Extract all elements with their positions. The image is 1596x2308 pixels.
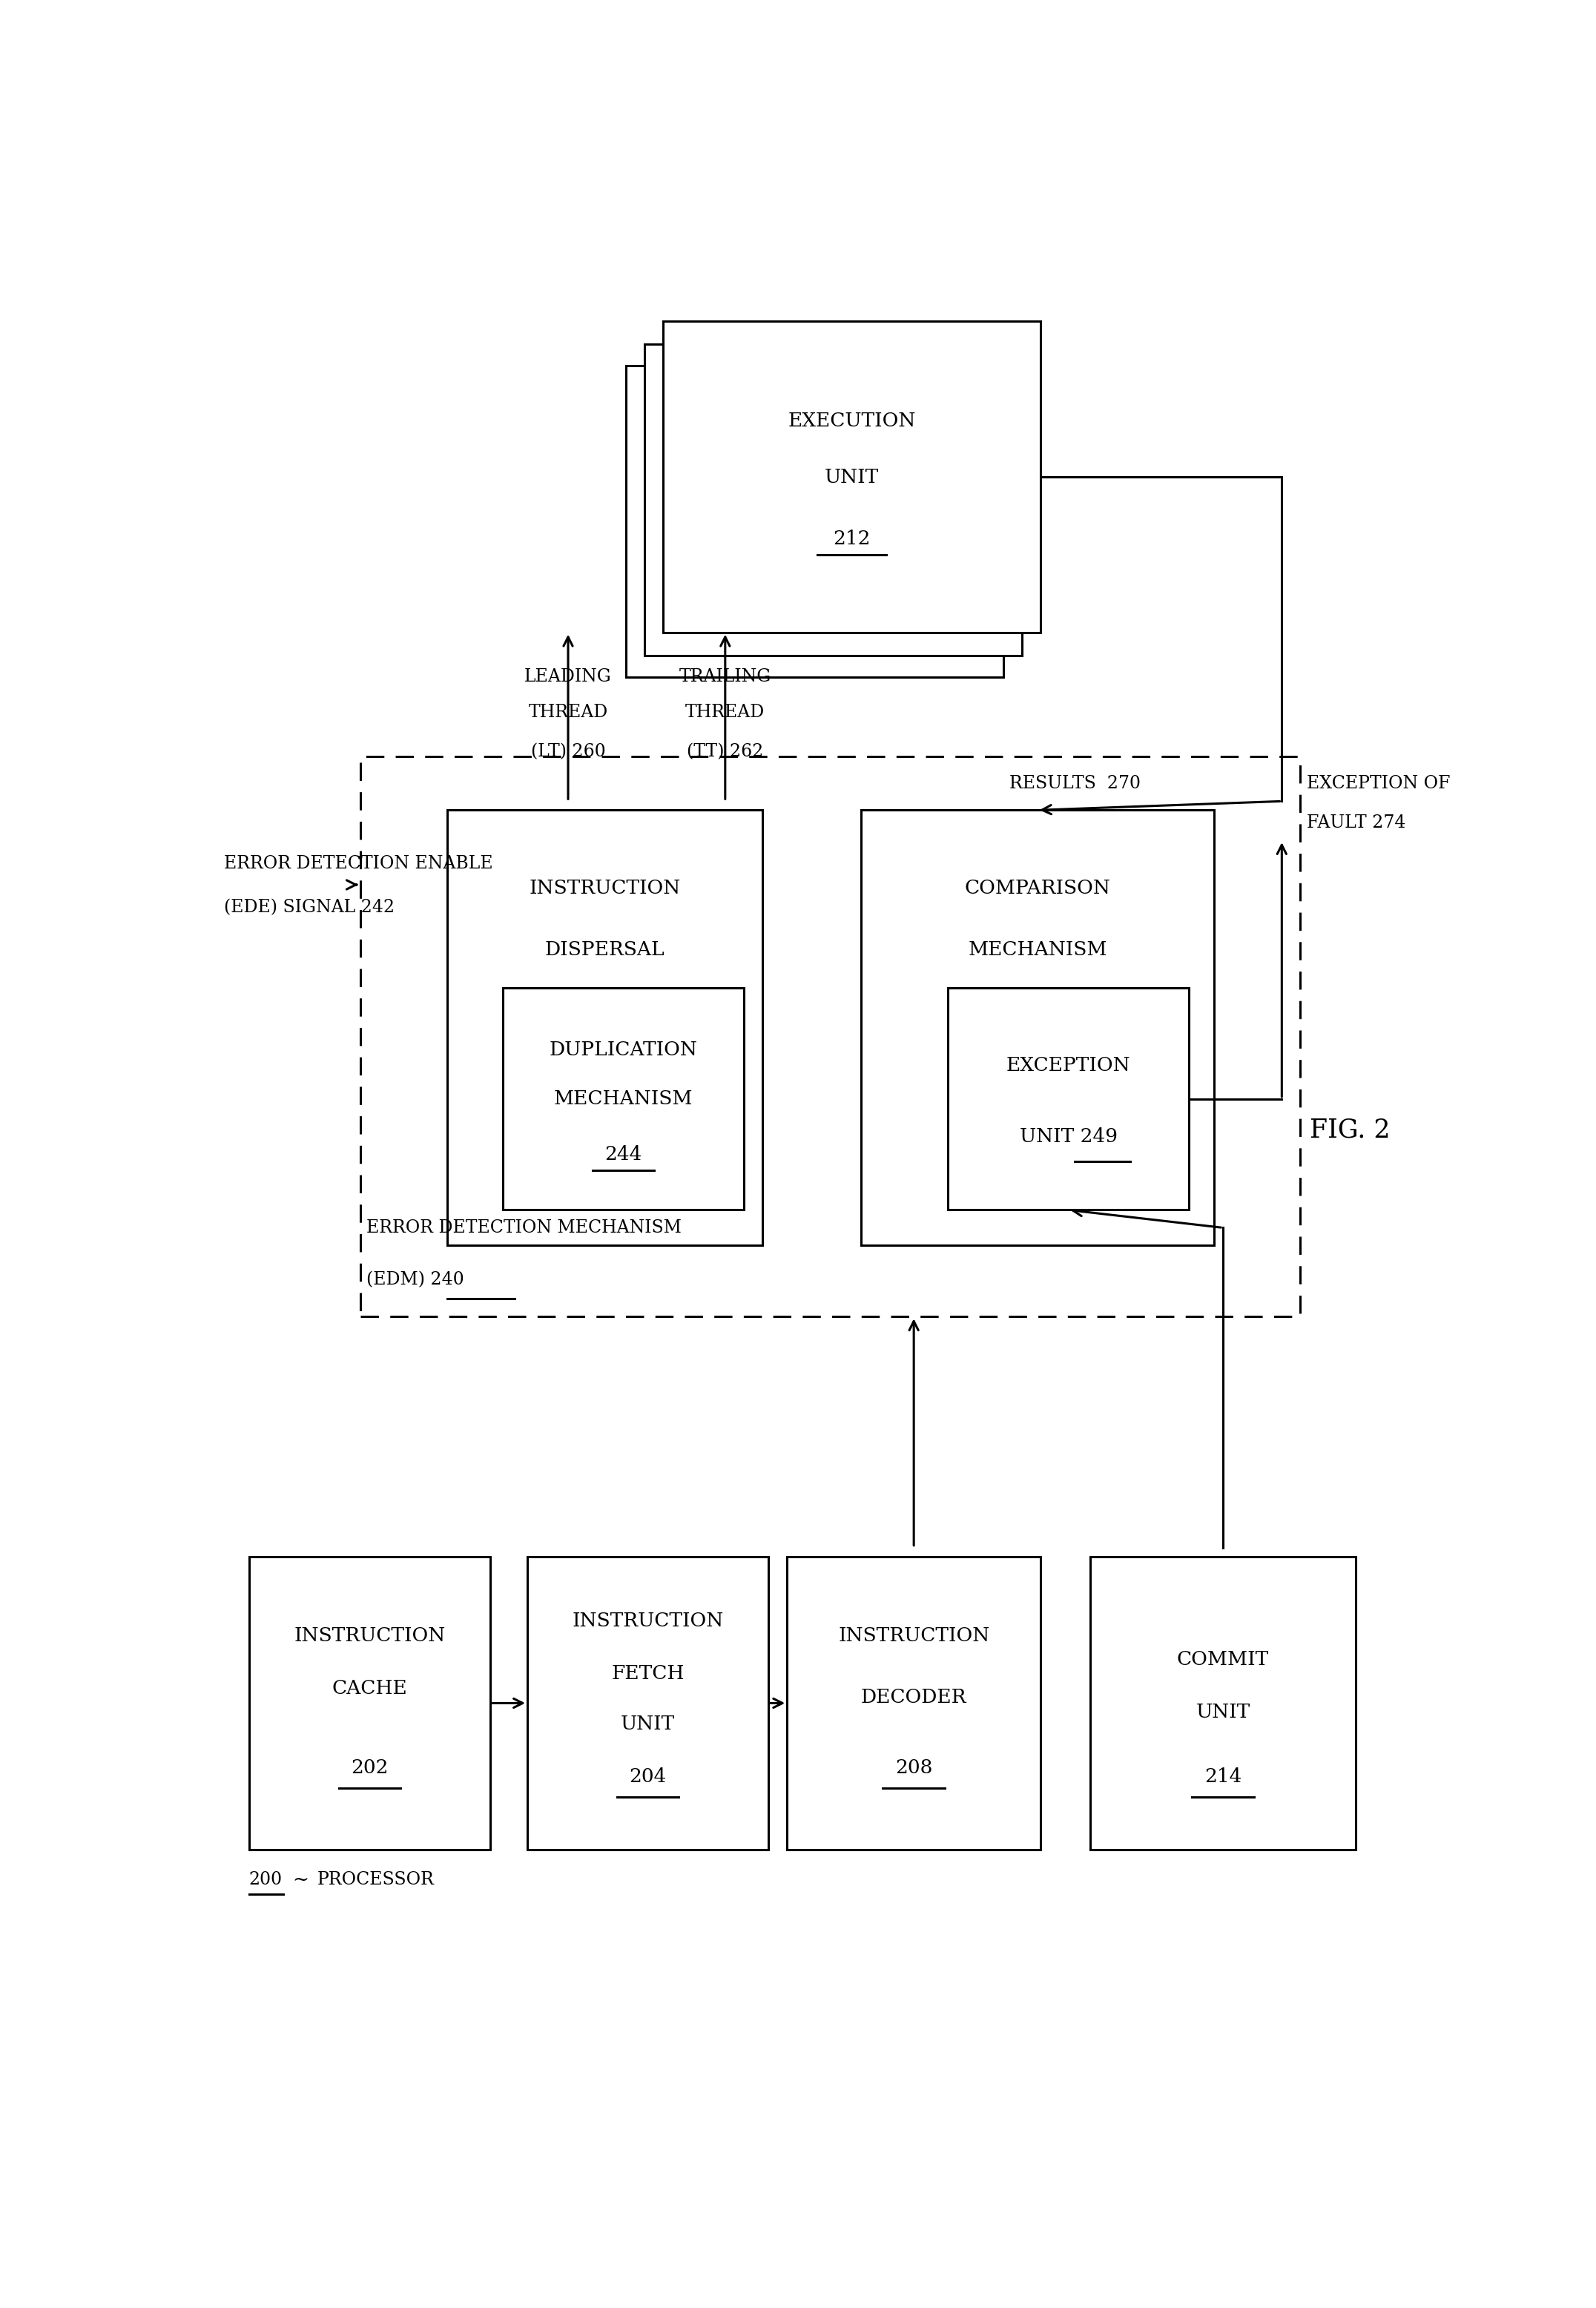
FancyBboxPatch shape (447, 810, 763, 1246)
Text: EXECUTION: EXECUTION (788, 411, 916, 429)
Text: INSTRUCTION: INSTRUCTION (528, 879, 680, 898)
Text: COMPARISON: COMPARISON (964, 879, 1111, 898)
FancyBboxPatch shape (249, 1556, 490, 1849)
Text: DISPERSAL: DISPERSAL (544, 939, 664, 958)
FancyBboxPatch shape (626, 367, 1004, 676)
Text: INSTRUCTION: INSTRUCTION (838, 1627, 990, 1646)
Text: TRAILING: TRAILING (680, 669, 771, 685)
Text: THREAD: THREAD (685, 704, 764, 720)
Text: 212: 212 (833, 531, 871, 549)
Text: FETCH: FETCH (611, 1664, 685, 1683)
Text: UNIT 241: UNIT 241 (555, 1002, 653, 1020)
Text: UNIT: UNIT (621, 1715, 675, 1733)
FancyBboxPatch shape (1090, 1556, 1357, 1849)
Text: 248: 248 (1018, 1002, 1057, 1020)
Text: 244: 244 (605, 1145, 642, 1163)
FancyBboxPatch shape (527, 1556, 769, 1849)
Text: (LT) 260: (LT) 260 (531, 743, 605, 759)
Text: COMMIT: COMMIT (1176, 1650, 1269, 1669)
Text: UNIT: UNIT (825, 469, 879, 487)
Text: 200: 200 (249, 1872, 282, 1888)
Text: 202: 202 (351, 1759, 388, 1777)
Text: RESULTS  270: RESULTS 270 (1010, 775, 1141, 792)
Text: UNIT 249: UNIT 249 (1020, 1126, 1117, 1147)
FancyBboxPatch shape (664, 321, 1041, 632)
Text: DECODER: DECODER (860, 1687, 967, 1706)
Text: MECHANISM: MECHANISM (554, 1089, 693, 1108)
Text: 204: 204 (629, 1768, 667, 1786)
FancyBboxPatch shape (862, 810, 1213, 1246)
FancyBboxPatch shape (645, 344, 1021, 655)
Text: DUPLICATION: DUPLICATION (549, 1041, 697, 1059)
Text: EXCEPTION: EXCEPTION (1005, 1057, 1130, 1076)
Text: 214: 214 (1205, 1768, 1242, 1786)
Text: CACHE: CACHE (332, 1680, 407, 1699)
FancyBboxPatch shape (787, 1556, 1041, 1849)
Text: LEADING: LEADING (525, 669, 611, 685)
Text: INSTRUCTION: INSTRUCTION (571, 1611, 723, 1629)
FancyBboxPatch shape (503, 988, 744, 1209)
Text: FIG. 2: FIG. 2 (1310, 1117, 1390, 1142)
Text: (EDM) 240: (EDM) 240 (367, 1272, 464, 1288)
Text: (EDE) SIGNAL 242: (EDE) SIGNAL 242 (223, 900, 394, 916)
Text: 208: 208 (895, 1759, 932, 1777)
Text: (TT) 262: (TT) 262 (686, 743, 763, 759)
Text: UNIT: UNIT (1195, 1703, 1250, 1722)
Text: THREAD: THREAD (528, 704, 608, 720)
Text: EXCEPTION OF: EXCEPTION OF (1307, 775, 1451, 792)
Text: PROCESSOR: PROCESSOR (318, 1872, 434, 1888)
Text: INSTRUCTION: INSTRUCTION (294, 1627, 445, 1646)
Text: FAULT 274: FAULT 274 (1307, 815, 1406, 831)
FancyBboxPatch shape (361, 757, 1301, 1316)
Text: ~: ~ (292, 1872, 308, 1890)
Text: MECHANISM: MECHANISM (967, 939, 1108, 958)
Text: ERROR DETECTION MECHANISM: ERROR DETECTION MECHANISM (367, 1219, 681, 1237)
FancyBboxPatch shape (948, 988, 1189, 1209)
Text: ERROR DETECTION ENABLE: ERROR DETECTION ENABLE (223, 854, 493, 872)
